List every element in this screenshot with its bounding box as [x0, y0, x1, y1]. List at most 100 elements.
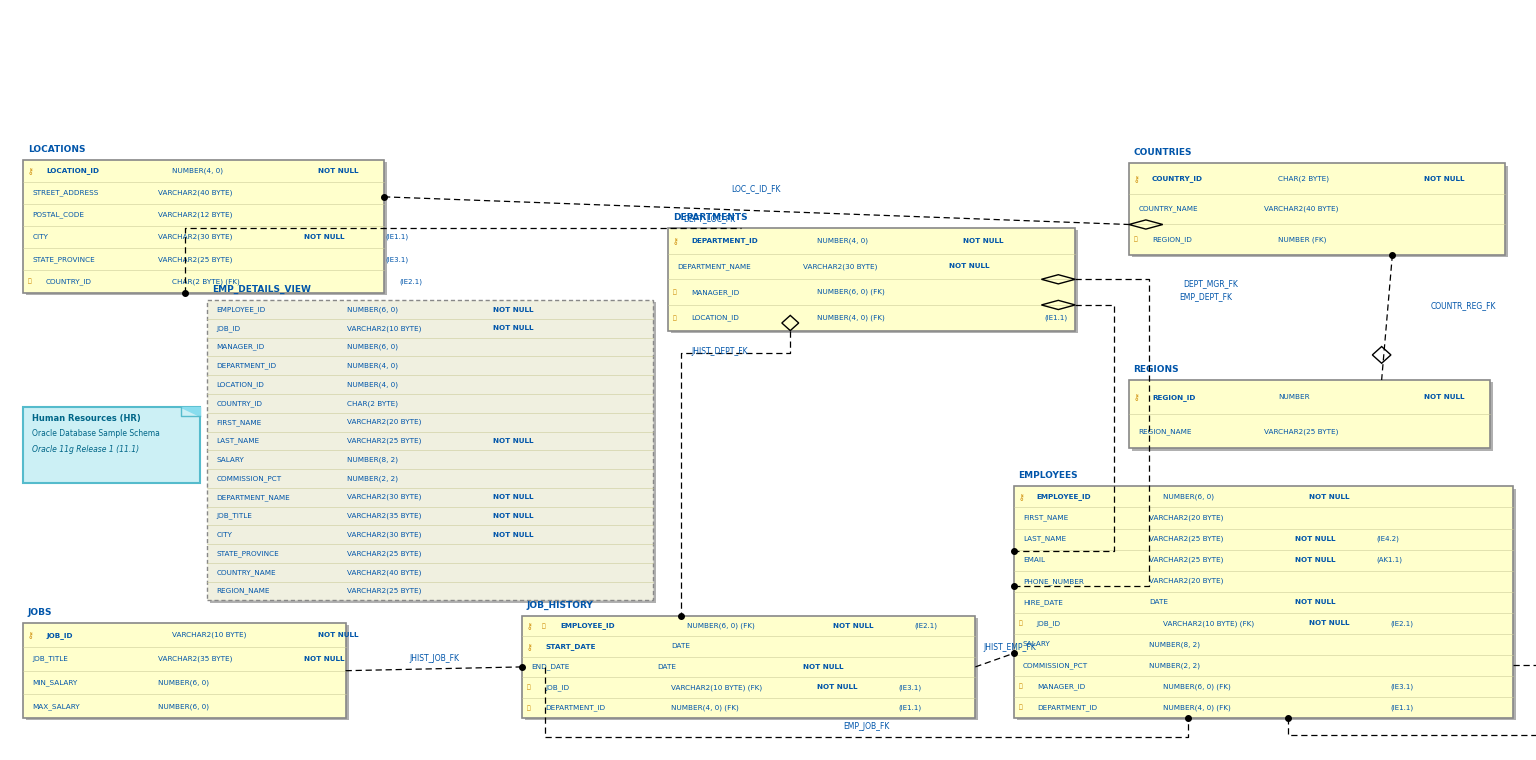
Text: NUMBER(8, 2): NUMBER(8, 2) — [1149, 641, 1200, 648]
Text: JOB_TITLE: JOB_TITLE — [32, 655, 68, 662]
Text: Human Resources (HR): Human Resources (HR) — [32, 414, 141, 423]
Text: JHIST_DEPT_FK: JHIST_DEPT_FK — [691, 347, 748, 356]
FancyBboxPatch shape — [26, 625, 349, 720]
Text: SALARY: SALARY — [1023, 641, 1051, 648]
Text: ⚷: ⚷ — [1134, 174, 1140, 183]
Text: DEPARTMENT_ID: DEPARTMENT_ID — [1037, 705, 1097, 711]
Text: REGION_ID: REGION_ID — [1152, 394, 1195, 401]
Text: LAST_NAME: LAST_NAME — [217, 438, 260, 445]
FancyBboxPatch shape — [1129, 380, 1490, 448]
Text: NUMBER(4, 0): NUMBER(4, 0) — [817, 238, 868, 244]
Text: JOB_TITLE: JOB_TITLE — [217, 512, 252, 519]
Text: LOCATIONS: LOCATIONS — [28, 144, 84, 154]
Text: (IE1.1): (IE1.1) — [386, 234, 409, 240]
Text: (IE2.1): (IE2.1) — [914, 622, 937, 629]
Text: JOB_HISTORY: JOB_HISTORY — [527, 600, 593, 610]
Text: NOT NULL: NOT NULL — [1295, 536, 1335, 542]
Text: 🔒: 🔒 — [542, 623, 545, 629]
Text: ⚷: ⚷ — [28, 166, 34, 176]
Text: FIRST_NAME: FIRST_NAME — [217, 419, 261, 426]
Text: LOCATION_ID: LOCATION_ID — [691, 315, 739, 321]
Text: NUMBER(6, 0): NUMBER(6, 0) — [347, 344, 398, 350]
Text: NUMBER(4, 0) (FK): NUMBER(4, 0) (FK) — [1163, 705, 1230, 711]
Text: 🔒: 🔒 — [527, 705, 530, 711]
Text: COUNTRY_NAME: COUNTRY_NAME — [1138, 206, 1198, 212]
Text: STREET_ADDRESS: STREET_ADDRESS — [32, 189, 98, 196]
Text: NOT NULL: NOT NULL — [493, 532, 533, 538]
Text: EMPLOYEE_ID: EMPLOYEE_ID — [561, 622, 616, 629]
Text: NOT NULL: NOT NULL — [493, 306, 533, 312]
Text: DATE: DATE — [671, 644, 690, 649]
Text: EMP_JOB_FK: EMP_JOB_FK — [843, 722, 889, 731]
Text: REGION_ID: REGION_ID — [1152, 236, 1192, 242]
Text: ⚷: ⚷ — [673, 236, 679, 245]
Text: VARCHAR2(35 BYTE): VARCHAR2(35 BYTE) — [158, 656, 232, 662]
Text: ⚷: ⚷ — [527, 622, 533, 630]
Text: NUMBER(2, 2): NUMBER(2, 2) — [1149, 662, 1200, 669]
Text: VARCHAR2(25 BYTE): VARCHAR2(25 BYTE) — [347, 438, 421, 444]
Text: NUMBER(6, 0): NUMBER(6, 0) — [158, 679, 209, 686]
Text: COMMISSION_PCT: COMMISSION_PCT — [217, 475, 281, 482]
Text: JHIST_EMP_FK: JHIST_EMP_FK — [983, 644, 1037, 653]
FancyBboxPatch shape — [26, 162, 387, 295]
Text: NUMBER(4, 0): NUMBER(4, 0) — [172, 167, 223, 174]
Text: NUMBER: NUMBER — [1278, 394, 1310, 400]
FancyBboxPatch shape — [1017, 489, 1516, 720]
Text: PHONE_NUMBER: PHONE_NUMBER — [1023, 578, 1084, 584]
Text: VARCHAR2(30 BYTE): VARCHAR2(30 BYTE) — [347, 531, 421, 538]
Text: NOT NULL: NOT NULL — [493, 325, 533, 331]
Text: NOT NULL: NOT NULL — [493, 513, 533, 519]
Text: DEPARTMENT_ID: DEPARTMENT_ID — [217, 363, 276, 369]
FancyBboxPatch shape — [207, 300, 653, 600]
Text: (IE3.1): (IE3.1) — [1390, 683, 1413, 690]
FancyBboxPatch shape — [23, 160, 384, 293]
Text: NOT NULL: NOT NULL — [803, 664, 843, 670]
Text: 🔒: 🔒 — [1018, 684, 1021, 689]
Text: COUNTRY_NAME: COUNTRY_NAME — [217, 569, 276, 575]
FancyBboxPatch shape — [23, 623, 346, 718]
Text: DEPARTMENT_NAME: DEPARTMENT_NAME — [677, 263, 751, 270]
Text: (AK1.1): (AK1.1) — [1376, 557, 1402, 563]
Text: VARCHAR2(10 BYTE) (FK): VARCHAR2(10 BYTE) (FK) — [1163, 620, 1253, 627]
Text: NUMBER(8, 2): NUMBER(8, 2) — [347, 457, 398, 463]
Text: LAST_NAME: LAST_NAME — [1023, 536, 1066, 543]
Text: NOT NULL: NOT NULL — [949, 264, 989, 270]
Text: NOT NULL: NOT NULL — [318, 632, 358, 638]
Text: NUMBER(6, 0) (FK): NUMBER(6, 0) (FK) — [817, 289, 885, 296]
Text: JOB_ID: JOB_ID — [1037, 620, 1061, 627]
Text: 🔒: 🔒 — [1018, 621, 1021, 626]
FancyBboxPatch shape — [210, 302, 656, 603]
Text: STATE_PROVINCE: STATE_PROVINCE — [32, 256, 95, 263]
Text: VARCHAR2(20 BYTE): VARCHAR2(20 BYTE) — [347, 419, 421, 426]
Text: CHAR(2 BYTE): CHAR(2 BYTE) — [1278, 176, 1329, 182]
Text: LOCATION_ID: LOCATION_ID — [46, 167, 100, 174]
Text: HIRE_DATE: HIRE_DATE — [1023, 599, 1063, 606]
Text: 🔒: 🔒 — [527, 685, 530, 690]
Text: JHIST_JOB_FK: JHIST_JOB_FK — [409, 654, 459, 663]
Text: (IE2.1): (IE2.1) — [399, 278, 422, 285]
Text: NOT NULL: NOT NULL — [304, 656, 344, 662]
FancyBboxPatch shape — [1129, 163, 1505, 255]
Text: COUNTRY_ID: COUNTRY_ID — [217, 400, 263, 407]
Text: VARCHAR2(12 BYTE): VARCHAR2(12 BYTE) — [158, 212, 232, 218]
Text: NUMBER(6, 0): NUMBER(6, 0) — [1163, 494, 1213, 500]
Text: NUMBER(6, 0): NUMBER(6, 0) — [158, 703, 209, 710]
Text: VARCHAR2(10 BYTE): VARCHAR2(10 BYTE) — [347, 325, 421, 331]
Text: VARCHAR2(30 BYTE): VARCHAR2(30 BYTE) — [158, 234, 232, 240]
Text: JOB_ID: JOB_ID — [46, 632, 72, 638]
Text: POSTAL_CODE: POSTAL_CODE — [32, 211, 84, 218]
Text: NOT NULL: NOT NULL — [493, 438, 533, 444]
Text: VARCHAR2(25 BYTE): VARCHAR2(25 BYTE) — [1264, 428, 1338, 435]
FancyBboxPatch shape — [1132, 166, 1508, 257]
Text: 🔒: 🔒 — [673, 315, 676, 321]
Text: NOT NULL: NOT NULL — [1295, 600, 1335, 605]
Text: (IE3.1): (IE3.1) — [899, 684, 922, 691]
Text: EMPLOYEE_ID: EMPLOYEE_ID — [1037, 493, 1092, 500]
Text: NOT NULL: NOT NULL — [318, 168, 358, 174]
Text: (IE3.1): (IE3.1) — [386, 256, 409, 263]
Text: REGION_NAME: REGION_NAME — [217, 587, 270, 594]
Text: ⚷: ⚷ — [1018, 492, 1025, 502]
Text: Oracle 11g Release 1 (11.1): Oracle 11g Release 1 (11.1) — [32, 445, 140, 454]
Text: COUNTRY_ID: COUNTRY_ID — [46, 278, 92, 285]
Text: COUNTRIES: COUNTRIES — [1134, 148, 1192, 157]
